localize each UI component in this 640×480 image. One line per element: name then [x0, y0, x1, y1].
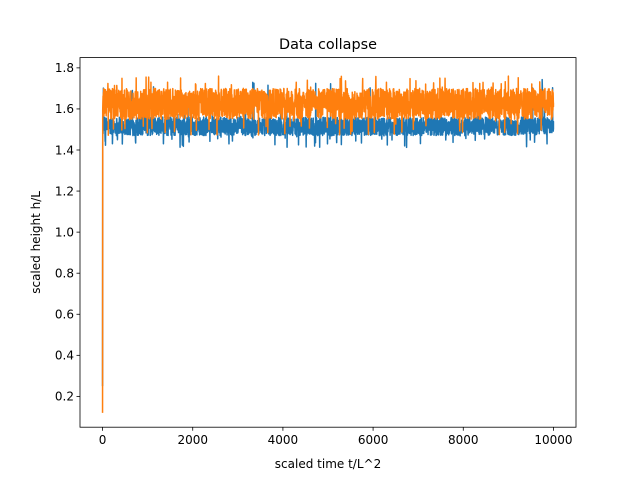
y-tick-label: 1.8	[55, 61, 74, 75]
x-tick-label: 10000	[534, 433, 572, 447]
y-tick-label: 0.6	[55, 308, 74, 322]
x-tick-label: 8000	[448, 433, 479, 447]
series-line-2	[101, 75, 555, 413]
chart-title: Data collapse	[279, 37, 377, 53]
x-tick-label: 2000	[177, 433, 208, 447]
y-tick-label: 1.0	[55, 225, 74, 239]
y-tick-label: 1.4	[55, 143, 74, 157]
y-axis-label: scaled height h/L	[29, 191, 43, 294]
y-tick-label: 0.4	[55, 349, 74, 363]
x-tick-label: 4000	[268, 433, 299, 447]
y-tick-label: 0.8	[55, 267, 74, 281]
series-layer	[101, 75, 555, 413]
y-tick-label: 1.2	[55, 184, 74, 198]
axes-layer: 0 2000 4000 6000 8000 10000 0.2 0.4 0.6 0.8 1.0 1.2…	[55, 57, 577, 447]
axes-frame	[79, 57, 577, 428]
x-tick-label: 0	[99, 433, 107, 447]
x-tick-label: 6000	[358, 433, 389, 447]
x-axis-label: scaled time t/L^2	[275, 457, 381, 471]
y-tick-label: 0.2	[55, 390, 74, 404]
y-tick-label: 1.6	[55, 102, 74, 116]
